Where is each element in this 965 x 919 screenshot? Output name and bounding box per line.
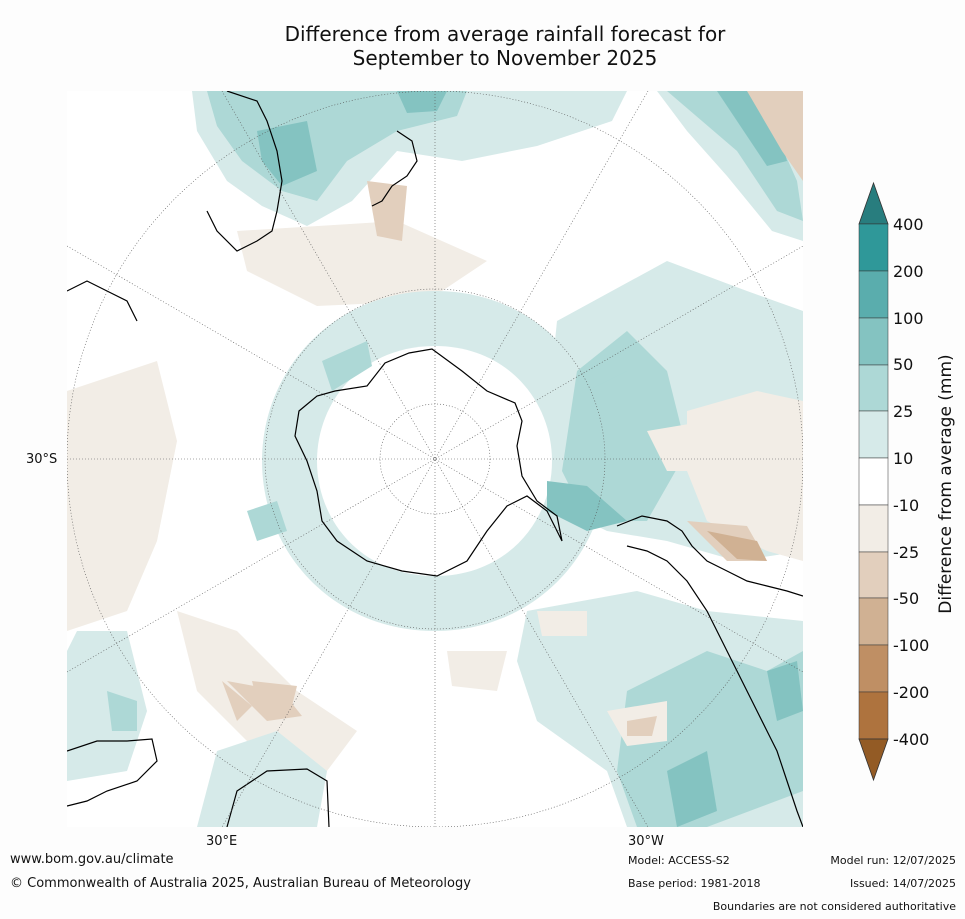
rainfall-map[interactable] [67,91,803,827]
colorbar-tick-m100: -100 [893,636,930,655]
colorbar-segment-400 [858,223,889,272]
map-canvas [67,91,803,827]
colorbar-tick-m10: -10 [893,496,920,515]
colorbar-tick-10: 10 [893,449,914,468]
footer-url[interactable]: www.bom.gov.au/climate [10,852,174,867]
colorbar-title: Difference from average (mm) [936,354,956,614]
colorbar-segment-m50 [858,597,889,646]
africa-coastline [206,91,283,252]
antarctica-coastline [294,348,563,577]
colorbar-segment-m200 [858,691,889,740]
colorbar-tick-m50: -50 [893,589,920,608]
south-america-coastline [616,515,803,597]
colorbar-segment-25 [858,410,889,459]
title-line-2: September to November 2025 [352,46,658,70]
latitude-label-30s: 30°S [26,452,58,467]
colorbar-tick-m400: -400 [893,730,930,749]
colorbar-tick-m25: -25 [893,543,920,562]
colorbar-segment-m25 [858,551,889,599]
australia-coastline [67,738,158,807]
colorbar-tick-200: 200 [893,262,924,281]
longitude-label-30w: 30°W [628,834,664,849]
colorbar-tick-25: 25 [893,402,914,421]
footer-model-run: Model run: 12/07/2025 [830,854,956,867]
colorbar-segment-50 [858,364,889,412]
footer-model: Model: ACCESS-S2 [628,854,730,867]
colorbar-segment-m100 [858,644,889,693]
coastlines [67,91,803,827]
colorbar-tick-50: 50 [893,355,914,374]
colorbar-segment-10 [858,457,889,506]
chart-title: Difference from average rainfall forecas… [180,22,830,70]
longitude-label-30e: 30°E [206,834,238,849]
footer-issued: Issued: 14/07/2025 [849,877,956,890]
graticule [67,91,803,827]
colorbar-tick-400: 400 [893,215,924,234]
title-line-1: Difference from average rainfall forecas… [284,22,726,46]
colorbar-top-arrow [858,181,889,225]
colorbar-bottom-arrow [858,738,889,782]
new-zealand-coastline [371,130,418,207]
footer-disclaimer: Boundaries are not considered authoritat… [712,900,956,913]
colorbar-segment-100 [858,317,889,366]
colorbar-tick-m200: -200 [893,683,930,702]
footer-copyright: © Commonwealth of Australia 2025, Austra… [10,876,471,891]
colorbar-segment-200 [858,270,889,319]
colorbar-tick-100: 100 [893,309,924,328]
anomaly-fields [67,91,803,827]
footer-base-period: Base period: 1981-2018 [628,877,761,890]
colorbar-segment-m10 [858,504,889,553]
